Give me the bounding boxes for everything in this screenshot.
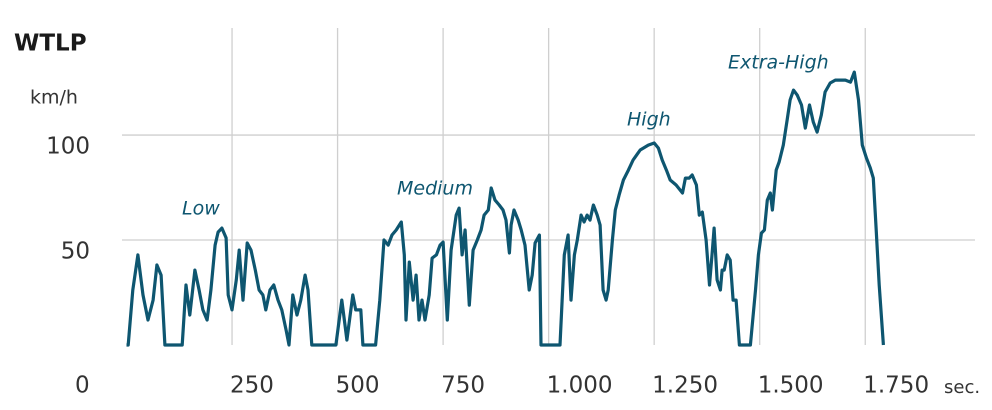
x-tick-label: 250 [230,373,274,399]
y-axis-unit: km/h [30,87,78,109]
phase-label: Extra-High [728,52,829,74]
x-tick-label: 1.250 [652,373,718,399]
phase-label: Low [182,198,220,220]
x-tick-label: 0 [75,373,90,399]
phase-label: High [627,109,671,131]
y-tick-label: 100 [46,134,90,160]
x-tick-label: 750 [441,373,485,399]
chart-title: WTLP [14,31,87,57]
speed-line [126,70,885,347]
x-tick-label: 1.000 [547,373,613,399]
x-axis-unit: sec. [944,377,980,398]
y-tick-label: 50 [61,239,90,265]
x-tick-label: 1.500 [758,373,824,399]
x-tick-label: 1.750 [863,373,929,399]
x-tick-label: 500 [336,373,380,399]
phase-label: Medium [397,178,473,200]
